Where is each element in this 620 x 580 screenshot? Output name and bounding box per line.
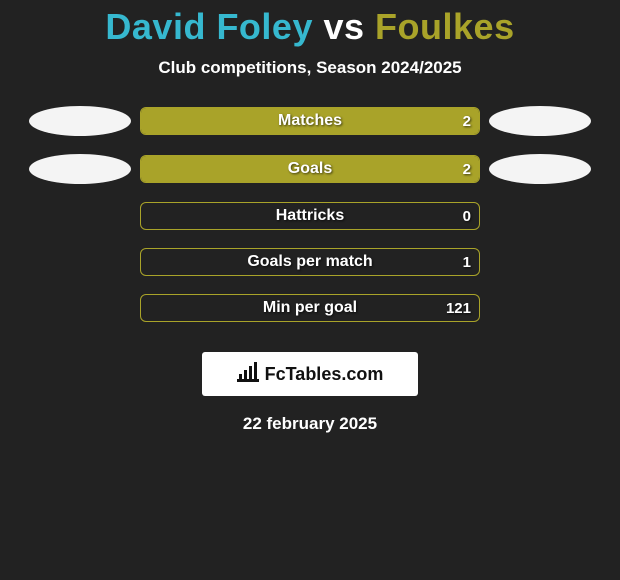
stat-label: Min per goal <box>141 295 479 321</box>
value-right: 121 <box>446 295 471 321</box>
stat-row: Min per goal 121 <box>0 294 620 322</box>
bar-track: Hattricks 0 <box>140 202 480 230</box>
player1-avatar <box>29 154 131 184</box>
title-player2: Foulkes <box>375 6 515 47</box>
player2-avatar <box>489 154 591 184</box>
bar-right <box>141 108 479 134</box>
stat-label: Goals per match <box>141 249 479 275</box>
stat-label: Hattricks <box>141 203 479 229</box>
bar-right <box>141 156 479 182</box>
avatar-slot-left <box>20 106 140 136</box>
date-label: 22 february 2025 <box>0 414 620 434</box>
avatar-slot-right <box>480 106 600 136</box>
stat-row: Hattricks 0 <box>0 202 620 230</box>
bar-track: Matches 2 <box>140 107 480 135</box>
brand-text: FcTables.com <box>265 364 384 385</box>
stat-row: Goals 2 <box>0 154 620 184</box>
avatar-slot-right <box>480 154 600 184</box>
subtitle: Club competitions, Season 2024/2025 <box>0 58 620 78</box>
page-title: David Foley vs Foulkes <box>0 6 620 48</box>
chart-icon <box>237 362 259 387</box>
brand-link[interactable]: FcTables.com <box>202 352 418 396</box>
player1-avatar <box>29 106 131 136</box>
bar-track: Min per goal 121 <box>140 294 480 322</box>
value-right: 0 <box>463 203 471 229</box>
bar-track: Goals 2 <box>140 155 480 183</box>
player2-avatar <box>489 106 591 136</box>
title-player1: David Foley <box>105 6 313 47</box>
stat-row: Goals per match 1 <box>0 248 620 276</box>
title-vs: vs <box>323 6 364 47</box>
bar-track: Goals per match 1 <box>140 248 480 276</box>
comparison-card: David Foley vs Foulkes Club competitions… <box>0 0 620 434</box>
value-right: 1 <box>463 249 471 275</box>
stat-row: Matches 2 <box>0 106 620 136</box>
avatar-slot-left <box>20 154 140 184</box>
stat-rows: Matches 2 Goals 2 <box>0 106 620 322</box>
